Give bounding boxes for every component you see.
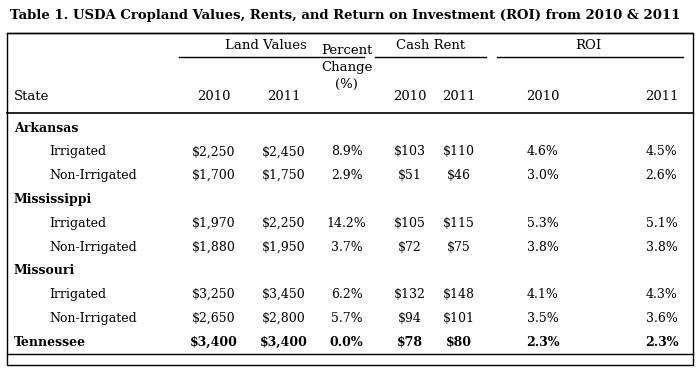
- Text: $78: $78: [396, 336, 423, 349]
- Text: 4.3%: 4.3%: [645, 288, 678, 301]
- Text: $132: $132: [393, 288, 426, 301]
- Text: 3.7%: 3.7%: [330, 241, 363, 254]
- Text: 8.9%: 8.9%: [330, 145, 363, 158]
- Text: 3.8%: 3.8%: [526, 241, 559, 254]
- Text: 14.2%: 14.2%: [327, 217, 366, 230]
- Text: $2,650: $2,650: [192, 312, 235, 325]
- Text: 2010: 2010: [197, 90, 230, 103]
- Text: 5.3%: 5.3%: [526, 217, 559, 230]
- Text: $105: $105: [393, 217, 426, 230]
- Text: $1,700: $1,700: [192, 169, 235, 182]
- Text: Non-Irrigated: Non-Irrigated: [49, 312, 136, 325]
- Text: Land Values: Land Values: [225, 39, 307, 52]
- Text: Non-Irrigated: Non-Irrigated: [49, 241, 136, 254]
- Text: $1,970: $1,970: [192, 217, 235, 230]
- Text: $2,450: $2,450: [262, 145, 305, 158]
- Text: Irrigated: Irrigated: [49, 217, 106, 230]
- Text: $2,250: $2,250: [192, 145, 235, 158]
- Text: Mississippi: Mississippi: [14, 193, 92, 206]
- Text: $1,880: $1,880: [192, 241, 235, 254]
- Text: ROI: ROI: [575, 39, 601, 52]
- Text: $75: $75: [447, 241, 470, 254]
- Text: $94: $94: [398, 312, 421, 325]
- Text: 3.8%: 3.8%: [645, 241, 678, 254]
- Text: 4.6%: 4.6%: [526, 145, 559, 158]
- Text: 4.5%: 4.5%: [645, 145, 678, 158]
- Text: $115: $115: [442, 217, 475, 230]
- Text: Arkansas: Arkansas: [14, 122, 78, 135]
- Text: Cash Rent: Cash Rent: [396, 39, 465, 52]
- Text: $80: $80: [445, 336, 472, 349]
- Text: 2.3%: 2.3%: [526, 336, 559, 349]
- Text: $2,250: $2,250: [262, 217, 305, 230]
- Text: $72: $72: [398, 241, 421, 254]
- Text: 2.6%: 2.6%: [645, 169, 678, 182]
- Text: $148: $148: [442, 288, 475, 301]
- Text: $51: $51: [398, 169, 421, 182]
- Text: 2.3%: 2.3%: [645, 336, 678, 349]
- Text: 2011: 2011: [267, 90, 300, 103]
- Text: 2011: 2011: [442, 90, 475, 103]
- Text: $110: $110: [442, 145, 475, 158]
- Text: 2010: 2010: [393, 90, 426, 103]
- Text: 5.1%: 5.1%: [645, 217, 678, 230]
- Text: $46: $46: [447, 169, 470, 182]
- Text: Non-Irrigated: Non-Irrigated: [49, 169, 136, 182]
- Text: $3,400: $3,400: [260, 336, 307, 349]
- Text: $103: $103: [393, 145, 426, 158]
- Text: 3.6%: 3.6%: [645, 312, 678, 325]
- Text: 2011: 2011: [645, 90, 678, 103]
- Text: Missouri: Missouri: [14, 265, 76, 277]
- Text: $3,400: $3,400: [190, 336, 237, 349]
- Text: 3.5%: 3.5%: [526, 312, 559, 325]
- Text: 0.0%: 0.0%: [330, 336, 363, 349]
- Text: 2.9%: 2.9%: [330, 169, 363, 182]
- Text: $3,250: $3,250: [192, 288, 235, 301]
- Text: $2,800: $2,800: [262, 312, 305, 325]
- Text: Percent
Change
(%): Percent Change (%): [321, 44, 372, 91]
- Text: Table 1. USDA Cropland Values, Rents, and Return on Investment (ROI) from 2010 &: Table 1. USDA Cropland Values, Rents, an…: [10, 9, 681, 22]
- Text: 3.0%: 3.0%: [526, 169, 559, 182]
- Text: Irrigated: Irrigated: [49, 288, 106, 301]
- Text: Irrigated: Irrigated: [49, 145, 106, 158]
- Text: $101: $101: [442, 312, 475, 325]
- Text: 2010: 2010: [526, 90, 559, 103]
- Text: $1,950: $1,950: [262, 241, 305, 254]
- Text: State: State: [14, 90, 50, 103]
- Text: 5.7%: 5.7%: [330, 312, 363, 325]
- Text: 4.1%: 4.1%: [526, 288, 559, 301]
- Text: Tennessee: Tennessee: [14, 336, 86, 349]
- Text: 6.2%: 6.2%: [330, 288, 363, 301]
- Text: $3,450: $3,450: [262, 288, 305, 301]
- Text: $1,750: $1,750: [262, 169, 305, 182]
